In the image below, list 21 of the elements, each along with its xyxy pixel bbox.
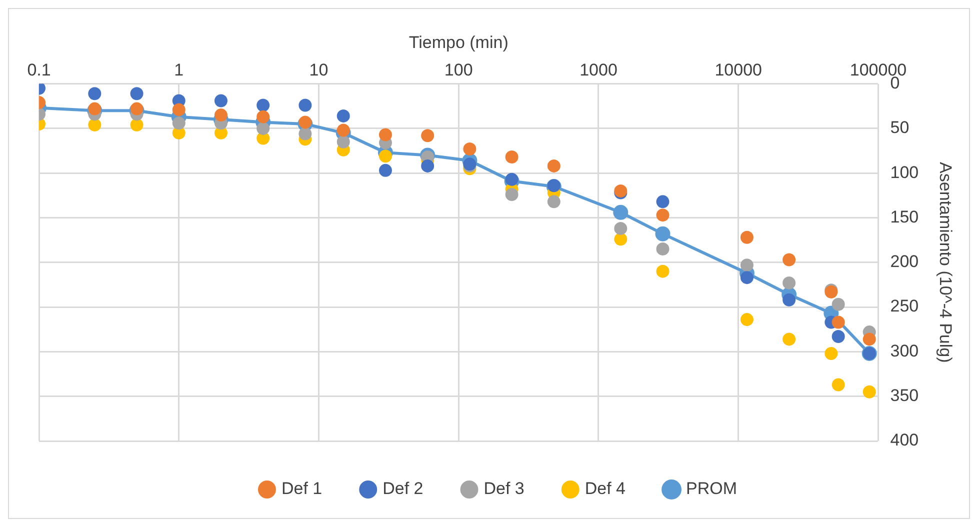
legend-label: Def 1 <box>281 479 322 498</box>
y-tick-label: 100 <box>890 162 919 182</box>
y-axis-title: Asentamiento (10^-4 Pulg) <box>936 162 956 363</box>
x-tick-label: 100 <box>444 60 473 80</box>
x-tick-label: 10 <box>309 60 328 80</box>
y-tick-label: 250 <box>890 296 919 316</box>
y-tick-label: 300 <box>890 341 919 360</box>
x-tick-label: 1 <box>174 60 184 80</box>
y-tick-label: 400 <box>890 430 919 450</box>
x-axis-title: Tiempo (min) <box>408 32 508 52</box>
legend-label: Def 3 <box>484 479 524 498</box>
legend-label: PROM <box>686 479 738 498</box>
y-tick-label: 350 <box>890 386 919 406</box>
x-tick-label: 1000 <box>580 60 618 80</box>
legend-label: Def 4 <box>584 479 626 498</box>
x-tick-label: 0.1 <box>27 60 51 80</box>
y-tick-label: 200 <box>890 252 919 272</box>
legend-label: Def 2 <box>382 479 424 498</box>
x-tick-label: 10000 <box>714 60 762 80</box>
y-tick-label: 150 <box>890 207 919 226</box>
y-tick-label: 50 <box>890 118 910 138</box>
